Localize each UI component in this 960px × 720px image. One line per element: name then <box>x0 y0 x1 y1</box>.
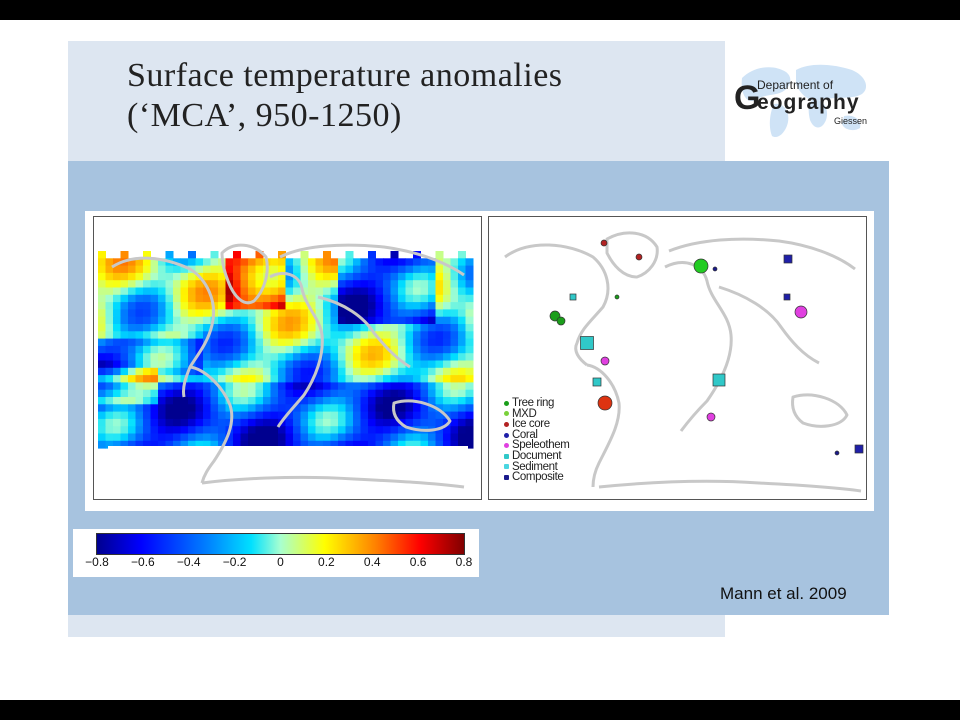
proxy-marker <box>580 336 594 350</box>
legend-label: MXD <box>512 407 537 420</box>
legend-item: Ice core <box>504 419 569 430</box>
legend-label: Composite <box>512 471 564 484</box>
proxy-marker <box>854 444 864 454</box>
proxy-marker <box>783 293 791 301</box>
proxy-marker <box>614 294 620 300</box>
colorbar-tick: −0.4 <box>176 555 201 569</box>
logo-line2: eography <box>757 91 860 114</box>
proxy-marker <box>706 412 716 422</box>
colorbar-tick: −0.2 <box>222 555 247 569</box>
legend-item: Tree ring <box>504 397 569 409</box>
proxy-locations-map <box>488 216 867 500</box>
legend-symbol <box>504 432 509 438</box>
department-logo: G Department of eography Giessen <box>734 64 867 138</box>
proxy-marker <box>693 258 709 274</box>
legend-item: Composite <box>504 472 569 483</box>
colorbar-tick: −0.8 <box>85 555 109 569</box>
proxy-marker <box>569 293 577 301</box>
legend-item: Speleothem <box>504 439 570 452</box>
legend-symbol <box>504 421 509 427</box>
bottom-band <box>68 615 725 637</box>
legend-item: MXD <box>504 407 569 420</box>
colorbar-tick: 0.6 <box>409 555 427 569</box>
proxy-marker <box>783 254 793 264</box>
colorbar <box>96 533 465 555</box>
slide-title: Surface temperature anomalies (‘MCA’, 95… <box>127 57 563 134</box>
colorbar-tick: 0.8 <box>455 555 473 569</box>
legend-symbol <box>504 453 509 459</box>
proxy-marker <box>556 316 566 326</box>
logo-line1: Department of <box>757 78 834 92</box>
legend-symbol <box>504 474 509 480</box>
legend-symbol <box>504 443 509 449</box>
colorbar-tick: 0.4 <box>363 555 381 569</box>
proxy-markers <box>549 239 864 456</box>
proxy-legend: Tree ring MXD Ice core Coral Speleothem Docum… <box>504 397 570 483</box>
proxy-marker <box>794 305 808 319</box>
colorbar-tick: 0.2 <box>318 555 335 569</box>
legend-label: Tree ring <box>512 397 554 409</box>
proxy-marker <box>592 377 602 387</box>
temperature-anomaly-map <box>93 216 482 500</box>
legend-label: Sediment <box>512 460 558 473</box>
citation: Mann et al. 2009 <box>720 584 847 603</box>
legend-item: Document <box>504 449 569 462</box>
legend-label: Speleothem <box>512 439 570 452</box>
legend-item: Sediment <box>504 460 569 473</box>
continent-outlines <box>111 243 465 489</box>
proxy-marker <box>834 450 840 456</box>
proxy-marker <box>635 253 643 261</box>
colorbar-tick: 0 <box>277 555 284 569</box>
logo-line3: Giessen <box>834 116 867 126</box>
legend-label: Document <box>512 449 562 462</box>
legend-label: Ice core <box>512 418 550 431</box>
title-band <box>68 41 725 162</box>
legend-label: Coral <box>512 428 538 441</box>
logo-letter-g: G <box>734 79 760 117</box>
proxy-marker <box>712 373 726 387</box>
proxy-marker <box>712 266 718 272</box>
proxy-marker <box>600 239 608 247</box>
legend-symbol <box>504 400 509 406</box>
legend-symbol <box>504 464 509 470</box>
proxy-marker <box>600 356 610 366</box>
legend-symbol <box>504 411 509 417</box>
legend-item: Coral <box>504 428 569 441</box>
proxy-marker <box>597 395 613 411</box>
colorbar-tick: −0.6 <box>131 555 155 569</box>
world-outline <box>504 231 862 493</box>
